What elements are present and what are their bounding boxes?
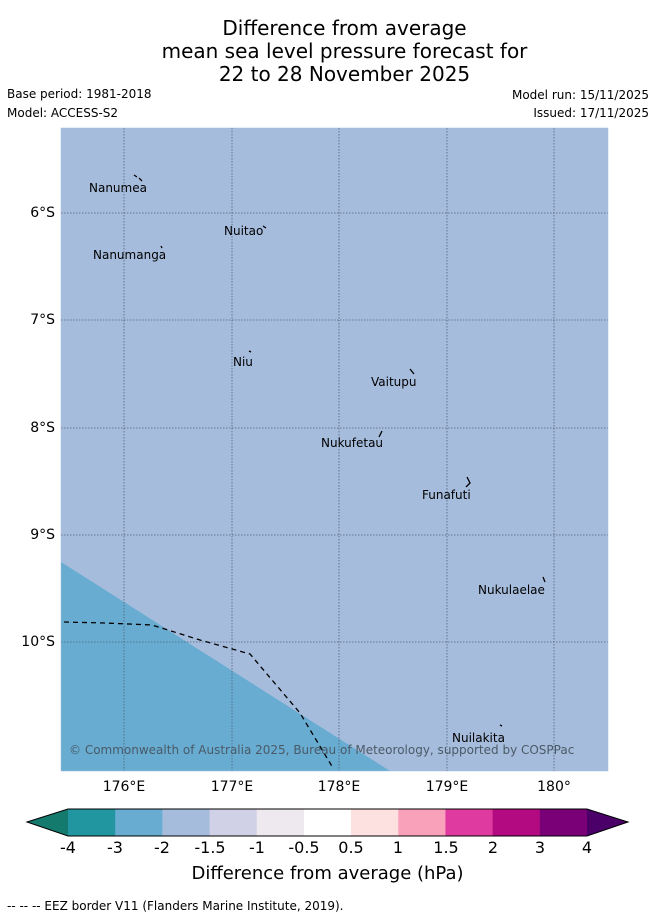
label-vaitupu: Vaitupu [371, 375, 417, 389]
lon-label-179e: 179°E [425, 779, 469, 795]
island-markers [133, 174, 546, 727]
cb-tick-label: -0.5 [288, 838, 320, 857]
lat-label-8s: 8°S [30, 420, 55, 436]
lon-label-177e: 177°E [210, 779, 254, 795]
lon-label-176e: 176°E [102, 779, 146, 795]
colorbar-cell [256, 809, 305, 836]
base-period: Base period: 1981-2018 [7, 87, 152, 101]
colorbar-cell [68, 809, 116, 836]
label-nuitao: Nuitao [224, 224, 264, 238]
colorbar-cell [539, 809, 588, 836]
map-frame [60, 127, 609, 772]
graticule [61, 128, 608, 771]
cb-tick-label: 4 [581, 838, 593, 857]
colorbar-outline [25, 808, 630, 837]
lat-label-9s: 9°S [30, 527, 55, 543]
cb-tick-label: 1 [392, 838, 404, 857]
island-funafuti [465, 476, 471, 488]
cb-tick-label: -2 [154, 838, 170, 857]
island-niu [248, 350, 252, 353]
label-niu: Niu [233, 355, 253, 369]
label-nanumanga: Nanumanga [93, 248, 167, 262]
chart-title: Difference from average mean sea level p… [0, 17, 655, 86]
cb-tick-label: -1 [249, 838, 265, 857]
lon-label-180: 180° [537, 779, 571, 795]
label-nukufetau: Nukufetau [321, 436, 384, 450]
lat-label-6s: 6°S [30, 205, 55, 221]
label-nanumea: Nanumea [89, 181, 147, 195]
lon-label-178e: 178°E [317, 779, 361, 795]
colorbar-cells [68, 809, 588, 836]
island-nuitao [262, 225, 267, 229]
cb-tick-label: 3 [534, 838, 546, 857]
cb-tick-label: 2 [487, 838, 499, 857]
label-funafuti: Funafuti [422, 488, 471, 502]
label-nukulaelae: Nukulaelae [478, 583, 545, 597]
colorbar-cell [303, 809, 352, 836]
island-nuilakita [499, 724, 503, 727]
low-anomaly-region [61, 562, 390, 771]
colorbar-cell [115, 809, 163, 836]
colorbar-cell [351, 809, 399, 836]
colorbar-title: Difference from average (hPa) [191, 863, 464, 884]
copyright-credit: © Commonwealth of Australia 2025, Bureau… [69, 743, 575, 757]
cb-tick-label: 0.5 [338, 838, 364, 857]
colorbar-extend-low [27, 809, 68, 836]
colorbar-cell [209, 809, 258, 836]
island-nanumanga [160, 245, 163, 249]
island-nukulaelae [542, 576, 546, 583]
title-line-2: mean sea level pressure forecast for [161, 39, 528, 63]
cb-tick-label: -4 [60, 838, 76, 857]
colorbar-cell [492, 809, 541, 836]
eez-border-line [63, 621, 334, 769]
lat-label-7s: 7°S [30, 312, 55, 328]
island-vaitupu [409, 368, 415, 375]
eez-footnote: -- -- -- EEZ border V11 (Flanders Marine… [7, 899, 344, 913]
cb-tick-label: -3 [107, 838, 123, 857]
title-line-3: 22 to 28 November 2025 [218, 62, 471, 86]
island-nukufetau [378, 430, 383, 438]
label-nuilakita: Nuilakita [452, 731, 505, 745]
title-line-1: Difference from average [222, 16, 467, 40]
colorbar-cell [162, 809, 211, 836]
colorbar [25, 808, 630, 837]
colorbar-extend-high [587, 809, 628, 836]
colorbar-cell [445, 809, 494, 836]
cb-tick-label: 1.5 [433, 838, 459, 857]
island-nanumea [133, 174, 143, 182]
issued-date: Issued: 17/11/2025 [533, 106, 649, 120]
model-name: Model: ACCESS-S2 [7, 106, 119, 120]
colorbar-cell [398, 809, 446, 836]
model-run: Model run: 15/11/2025 [511, 88, 649, 102]
cb-tick-label: -1.5 [194, 838, 226, 857]
lat-label-10s: 10°S [21, 634, 55, 650]
